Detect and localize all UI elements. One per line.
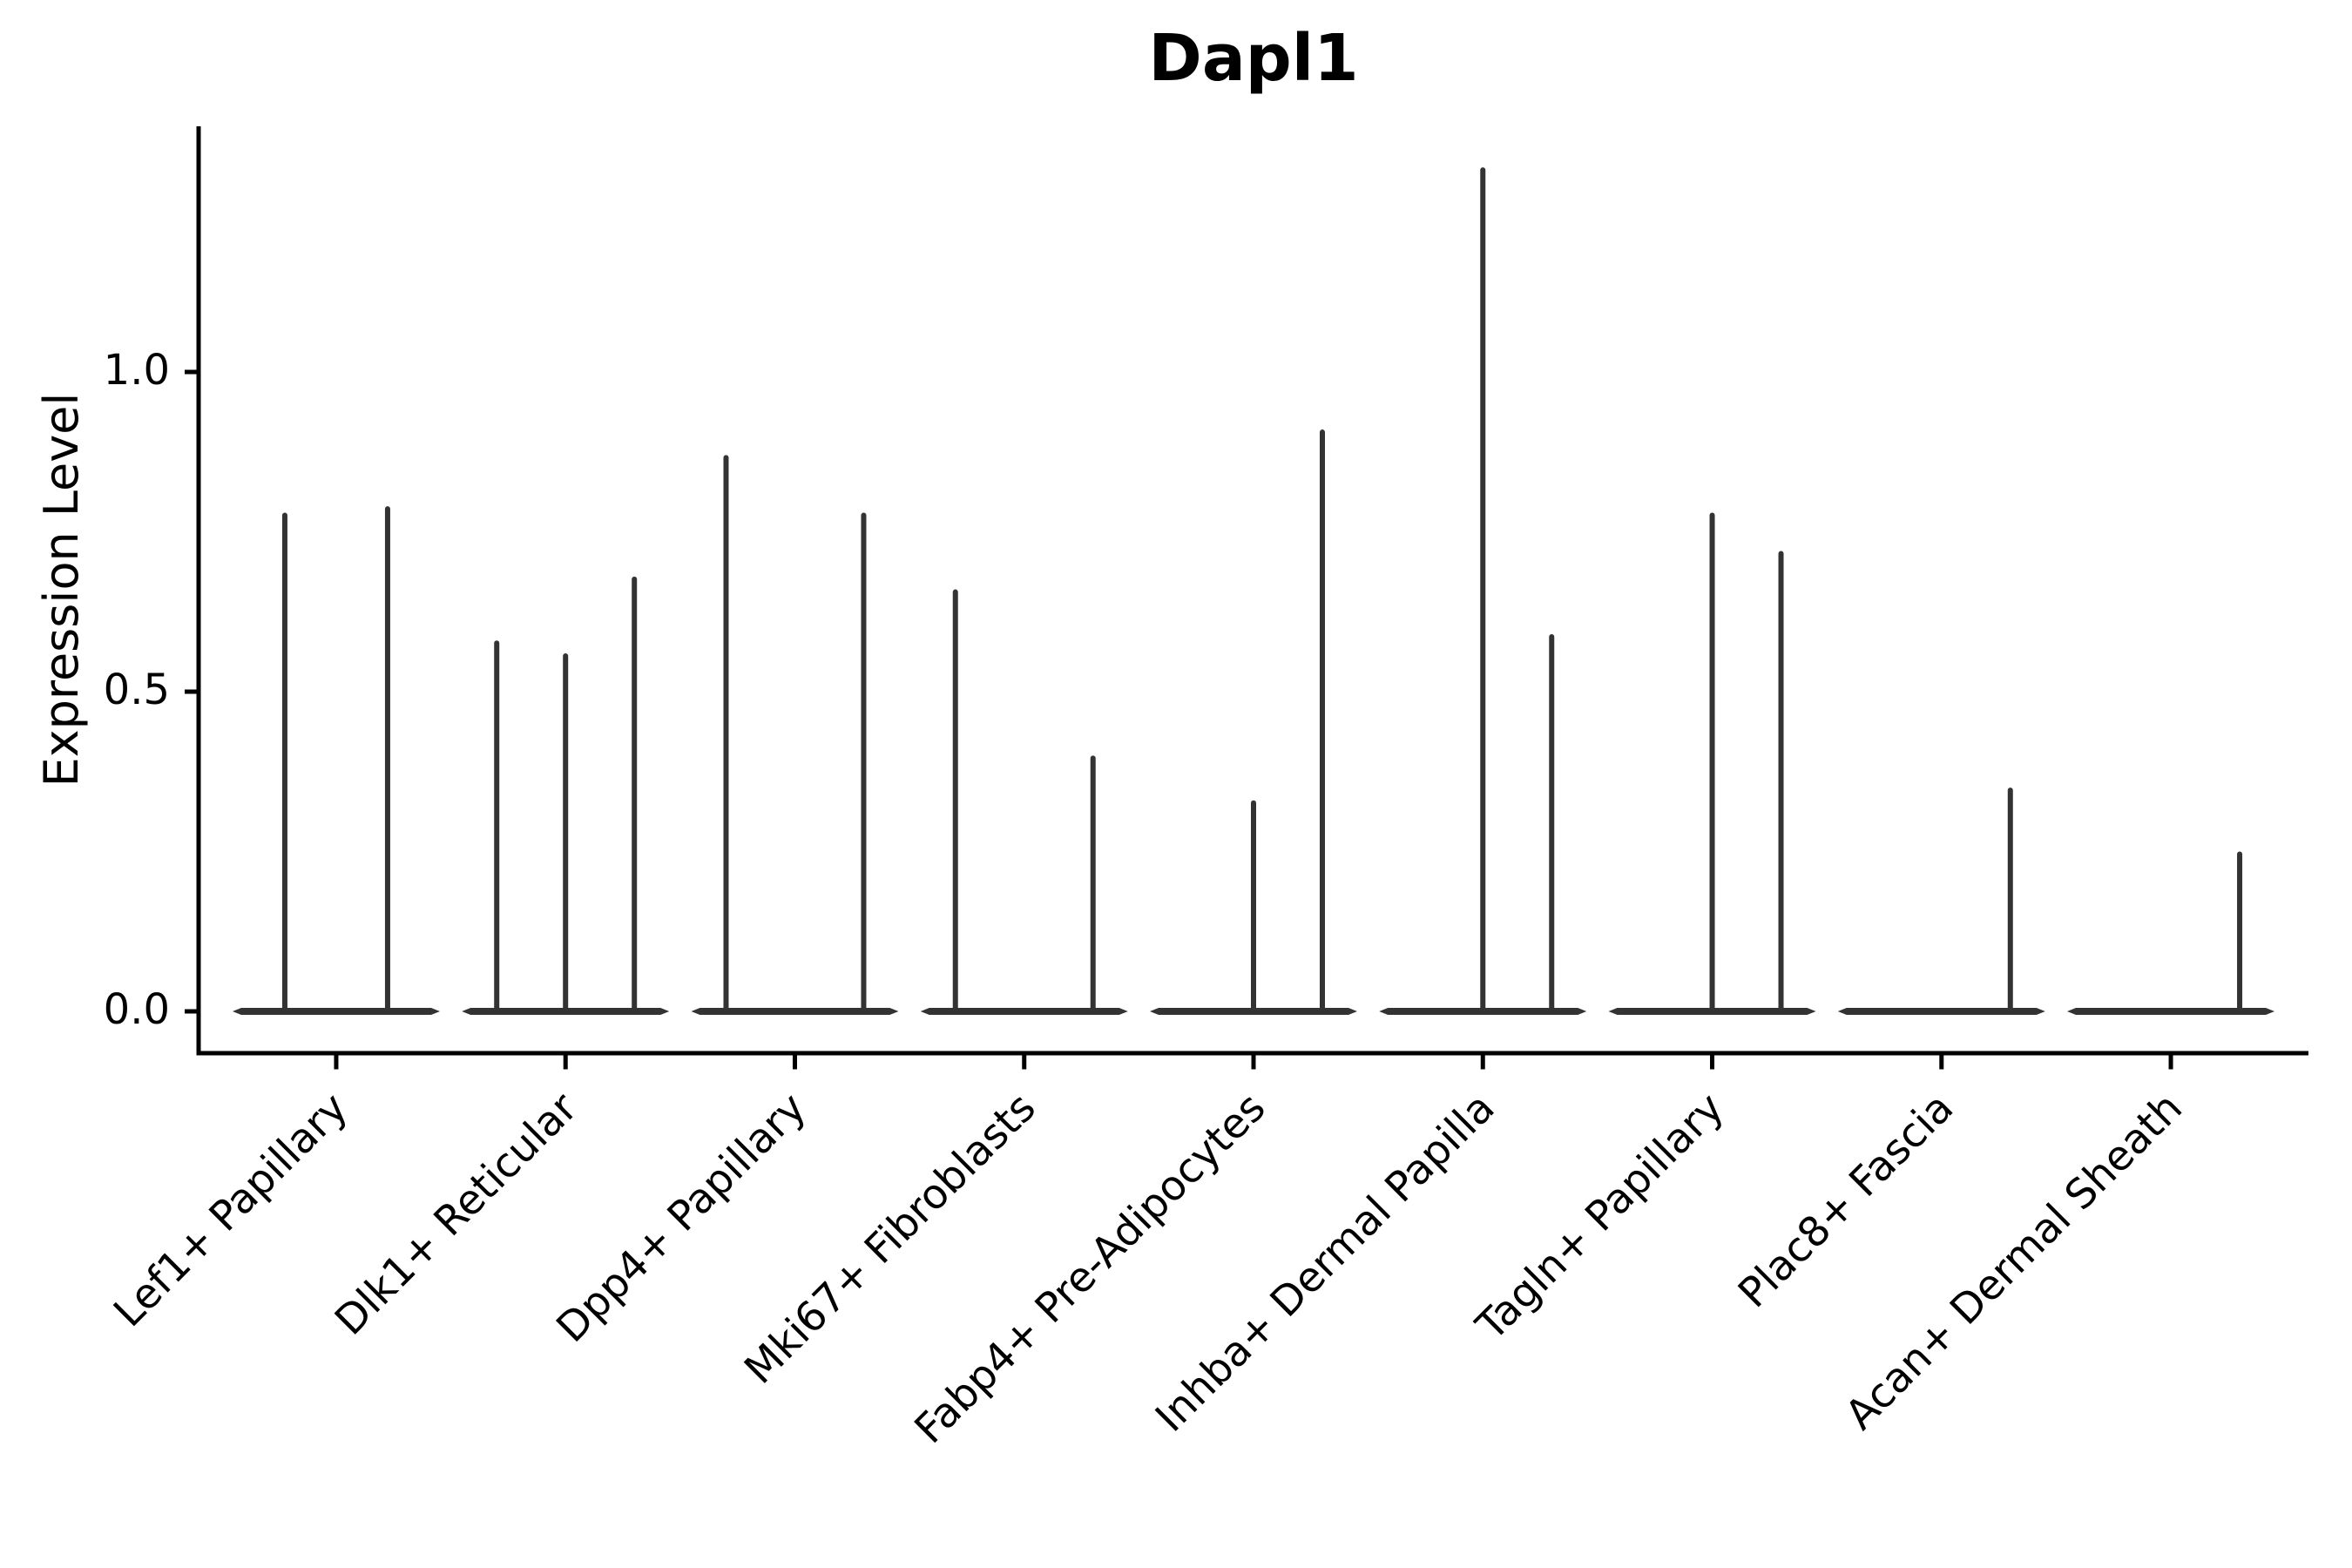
violin-base xyxy=(691,1008,899,1015)
y-tick-label: 1.0 xyxy=(103,346,170,395)
y-axis-label: Expression Level xyxy=(34,392,89,787)
y-tick-label: 0.5 xyxy=(103,666,170,715)
plot-title: Dapl1 xyxy=(1148,21,1359,96)
violin-base xyxy=(232,1008,440,1015)
violin-base xyxy=(1837,1008,2045,1015)
violin-base xyxy=(2067,1008,2275,1015)
y-tick-label: 0.0 xyxy=(103,985,170,1035)
violin-base xyxy=(920,1008,1128,1015)
